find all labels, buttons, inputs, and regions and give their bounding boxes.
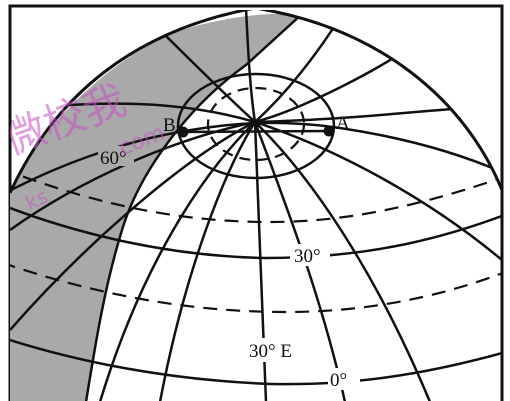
polar-circle <box>176 72 336 180</box>
globe-outline <box>10 10 502 194</box>
terminator-line <box>84 13 303 401</box>
parallel-dashed-lower <box>10 253 502 314</box>
latitude-30-label: 30° <box>294 246 321 267</box>
point-a-label: A <box>336 113 350 134</box>
parallel-dashed-upper <box>10 158 502 224</box>
parallel-0-equator <box>10 328 502 386</box>
latitude-60-label: 60° <box>100 148 127 169</box>
latitude-0-label: 0° <box>330 370 347 391</box>
point-b-marker <box>177 126 189 138</box>
shaded-night-region <box>10 13 302 401</box>
point-b-label: B <box>163 115 176 136</box>
polar-inner-dashed-circle <box>206 86 306 162</box>
meridian-30e-label: 30° E <box>249 341 292 362</box>
parallel-30 <box>10 194 502 260</box>
point-a-marker <box>323 125 335 137</box>
line-b-to-a <box>182 129 330 134</box>
